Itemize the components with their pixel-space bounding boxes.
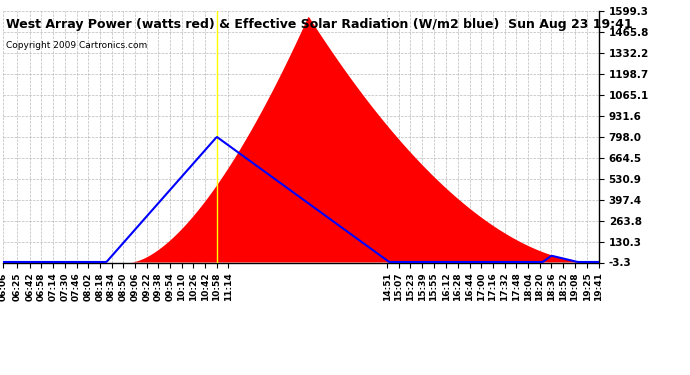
Text: West Array Power (watts red) & Effective Solar Radiation (W/m2 blue)  Sun Aug 23: West Array Power (watts red) & Effective… [6, 18, 632, 30]
Text: Copyright 2009 Cartronics.com: Copyright 2009 Cartronics.com [6, 41, 147, 50]
